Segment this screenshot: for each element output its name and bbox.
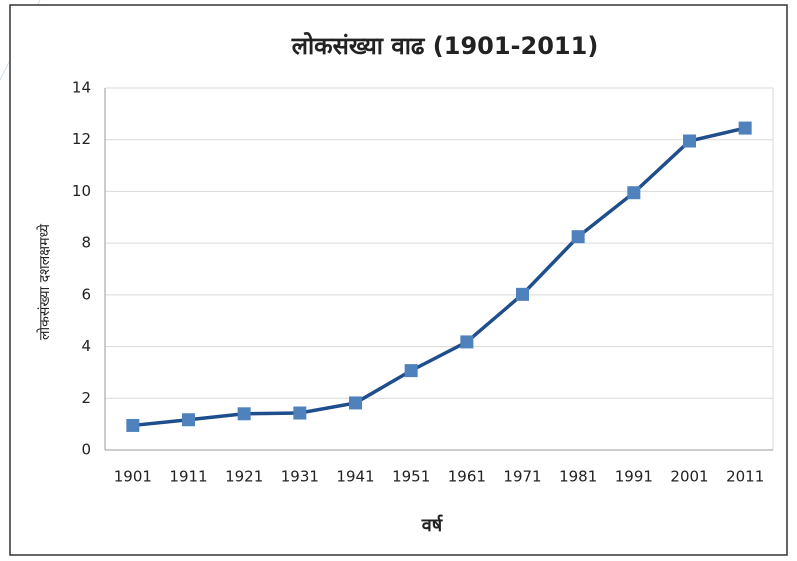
- y-tick-label: 14: [72, 79, 91, 97]
- y-tick-label: 6: [81, 285, 91, 303]
- x-axis-label: वर्ष: [421, 514, 443, 536]
- y-tick-label: 4: [81, 337, 91, 355]
- marker: [738, 121, 752, 135]
- marker: [683, 134, 696, 148]
- marker: [349, 396, 362, 410]
- marker: [404, 364, 418, 378]
- chart-title: लोकसंख्या वाढ (1901-2011): [291, 32, 599, 60]
- x-tick-label: 2001: [670, 468, 708, 486]
- x-tick-label: 1921: [225, 468, 263, 486]
- marker: [627, 186, 641, 200]
- chart-frame: [9, 4, 788, 556]
- x-tick-label: 2011: [726, 468, 764, 486]
- x-tick-label: 1991: [615, 468, 653, 486]
- x-tick-label: 1951: [392, 468, 430, 486]
- y-tick-label: 8: [81, 234, 91, 252]
- y-tick-label: 0: [81, 441, 91, 459]
- y-tick-label: 10: [72, 182, 91, 200]
- marker: [293, 406, 307, 420]
- y-tick-label: 2: [81, 389, 91, 407]
- marker: [237, 407, 251, 421]
- marker: [460, 335, 474, 349]
- x-tick-label: 1961: [448, 468, 486, 486]
- x-tick-label: 1971: [503, 468, 541, 486]
- marker: [516, 287, 529, 301]
- x-tick-label: 1911: [169, 468, 207, 486]
- y-tick-label: 12: [72, 130, 91, 148]
- marker: [571, 230, 585, 244]
- x-tick-label: 1981: [559, 468, 597, 486]
- x-tick-label: 1941: [336, 468, 374, 486]
- marker: [126, 418, 140, 432]
- x-tick-label: 1901: [114, 468, 152, 486]
- y-axis-label: लोकसंख्या दशलक्षमध्ये: [36, 223, 53, 340]
- marker: [182, 413, 195, 427]
- line: [132, 126, 746, 428]
- x-tick-label: 1931: [281, 468, 319, 486]
